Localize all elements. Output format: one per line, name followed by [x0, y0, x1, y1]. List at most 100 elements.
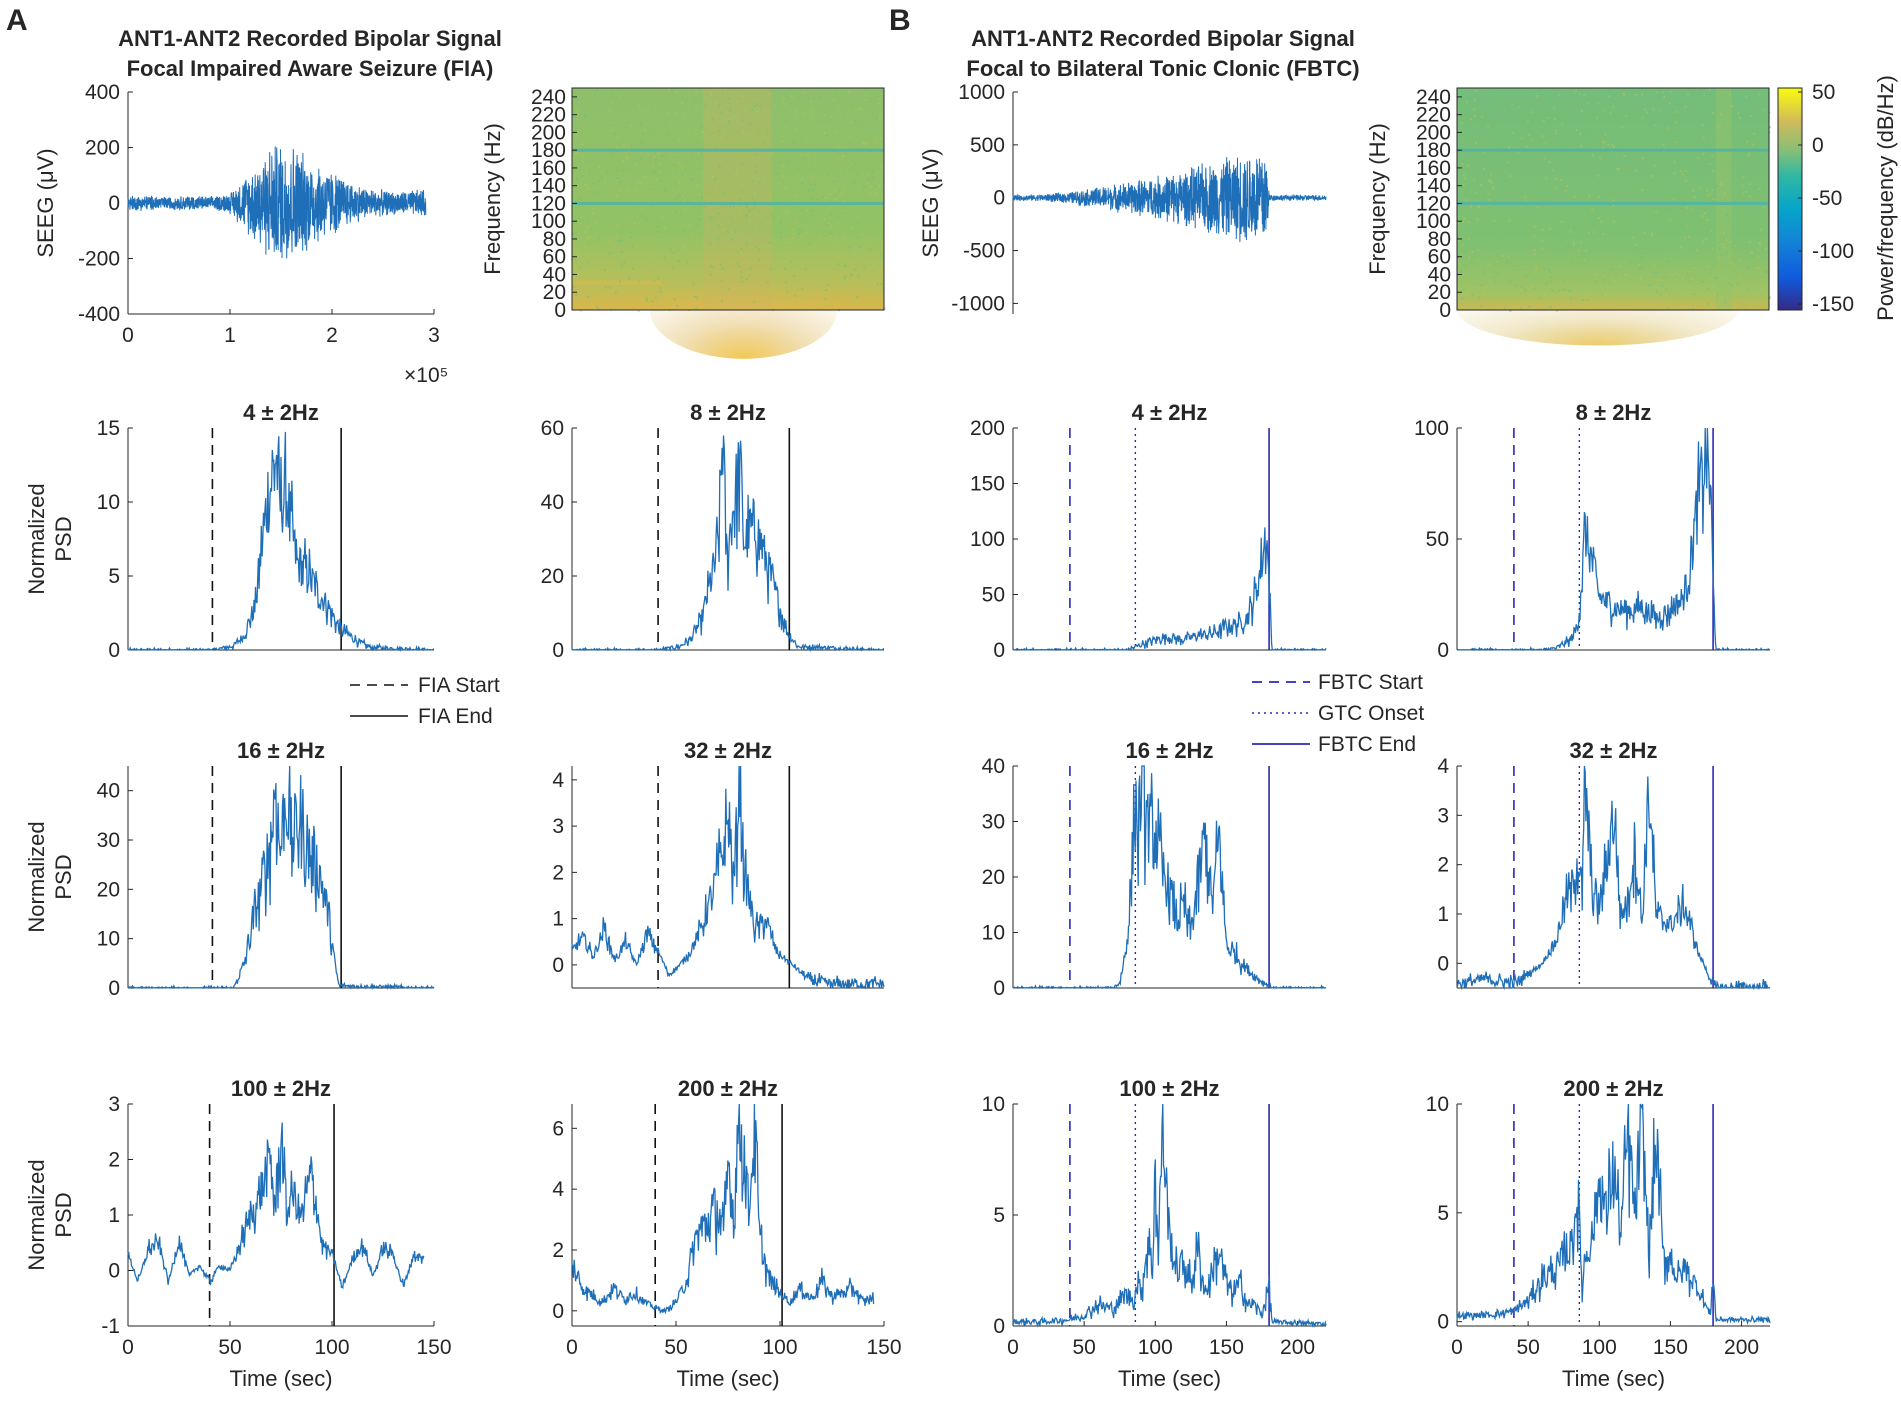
- specA-speckle: [614, 134, 617, 137]
- specA-speckle: [608, 108, 611, 111]
- specB-speckle: [1639, 118, 1642, 121]
- specB-speckle: [1637, 193, 1640, 196]
- specB-speckle: [1496, 260, 1499, 263]
- specA-speckle: [793, 294, 796, 297]
- specA-speckle: [735, 300, 738, 303]
- specA-speckle: [877, 102, 880, 104]
- specA-speckle: [658, 157, 660, 160]
- specB-speckle: [1494, 132, 1497, 135]
- specA-speckle: [572, 227, 575, 230]
- specA-speckle: [852, 167, 854, 170]
- specA-speckle: [801, 181, 804, 184]
- specA-speckle: [830, 226, 833, 229]
- specB-speckle: [1667, 231, 1670, 234]
- specA-speckle: [591, 208, 594, 210]
- specB-speckle: [1583, 259, 1586, 262]
- specB-speckle: [1588, 146, 1591, 149]
- specA-speckle: [871, 176, 874, 179]
- specB-speckle: [1650, 234, 1653, 237]
- B8-title: 8 ± 2Hz: [1576, 400, 1652, 425]
- specA-speckle: [659, 170, 662, 173]
- specA-speckle: [632, 135, 635, 138]
- specA-speckle: [851, 103, 854, 106]
- specA-speckle: [740, 271, 743, 273]
- specB-ytick-label: 40: [1428, 263, 1451, 286]
- A200-ytick-label: 0: [552, 1300, 564, 1323]
- specA-speckle: [695, 90, 697, 93]
- A200-xtick-label: 50: [664, 1336, 687, 1359]
- specB-speckle: [1759, 244, 1762, 247]
- specA-speckle: [838, 189, 841, 192]
- specB-speckle: [1651, 175, 1654, 178]
- specA-speckle: [625, 125, 628, 128]
- specB-speckle: [1494, 280, 1497, 283]
- specA-speckle: [769, 93, 772, 96]
- specA-speckle: [576, 98, 579, 101]
- B4-title: 4 ± 2Hz: [1132, 400, 1208, 425]
- specB-speckle: [1473, 115, 1476, 118]
- specA-speckle: [801, 288, 804, 291]
- specB-speckle: [1474, 99, 1476, 102]
- specA-speckle: [692, 214, 694, 217]
- specA-speckle: [858, 248, 861, 251]
- specB-speckle: [1631, 216, 1633, 219]
- specA-speckle: [854, 162, 857, 165]
- specB-speckle: [1562, 292, 1565, 295]
- specB-speckle: [1524, 195, 1527, 198]
- specA-speckle: [640, 141, 643, 144]
- specB-speckle: [1688, 271, 1691, 274]
- specB-speckle: [1457, 239, 1460, 242]
- colorbar-tick-label: -150: [1812, 293, 1854, 316]
- specB-line-noise-180: [1457, 148, 1769, 152]
- specB-speckle: [1699, 279, 1702, 282]
- specB-speckle: [1711, 112, 1714, 114]
- specB-speckle: [1730, 105, 1733, 107]
- specB-speckle: [1480, 284, 1483, 287]
- specB-speckle: [1706, 125, 1709, 128]
- specB-speckle: [1702, 136, 1705, 139]
- specA-speckle: [834, 131, 837, 134]
- specA-speckle: [666, 133, 669, 136]
- specB-speckle: [1469, 205, 1472, 208]
- specB-speckle: [1616, 168, 1619, 170]
- specB-speckle: [1545, 177, 1548, 180]
- specA-speckle: [653, 155, 656, 158]
- specB-speckle: [1609, 204, 1612, 207]
- specB-speckle: [1692, 189, 1695, 192]
- specB-speckle: [1562, 90, 1565, 93]
- specB-speckle: [1601, 91, 1604, 94]
- specA-speckle: [628, 277, 631, 280]
- specA-speckle: [581, 215, 584, 218]
- specA-speckle: [851, 290, 854, 293]
- specA-speckle: [801, 263, 804, 266]
- specA-speckle: [611, 129, 613, 132]
- B8-ytick-label: 100: [1414, 417, 1449, 440]
- specA-speckle: [790, 260, 793, 263]
- specB-speckle: [1481, 139, 1484, 142]
- A100-xtick-label: 100: [314, 1336, 349, 1359]
- specB-ytick-label: 200: [1416, 121, 1451, 144]
- specB-speckle: [1557, 94, 1560, 97]
- specA-speckle: [738, 265, 741, 268]
- specB-speckle: [1710, 278, 1713, 281]
- specA-speckle: [869, 192, 872, 195]
- sigB-ytick-label: 0: [993, 187, 1005, 210]
- specB-speckle: [1588, 231, 1590, 234]
- specA-ytick-label: 200: [531, 121, 566, 144]
- specB-speckle: [1709, 92, 1712, 95]
- specB-speckle: [1708, 88, 1711, 91]
- specA-speckle: [793, 287, 796, 290]
- colorbar-tick-label: -100: [1812, 240, 1854, 263]
- specA-speckle: [737, 93, 740, 96]
- specA-speckle: [749, 254, 752, 257]
- specB-speckle: [1521, 290, 1524, 293]
- specB-speckle: [1742, 175, 1745, 178]
- specB-ytick-label: 120: [1416, 192, 1451, 215]
- specA-speckle: [744, 156, 747, 159]
- specA-speckle: [736, 171, 739, 174]
- specA-speckle: [683, 229, 686, 232]
- specA-speckle: [613, 260, 616, 263]
- specB-speckle: [1603, 111, 1606, 113]
- specA-speckle: [871, 299, 874, 302]
